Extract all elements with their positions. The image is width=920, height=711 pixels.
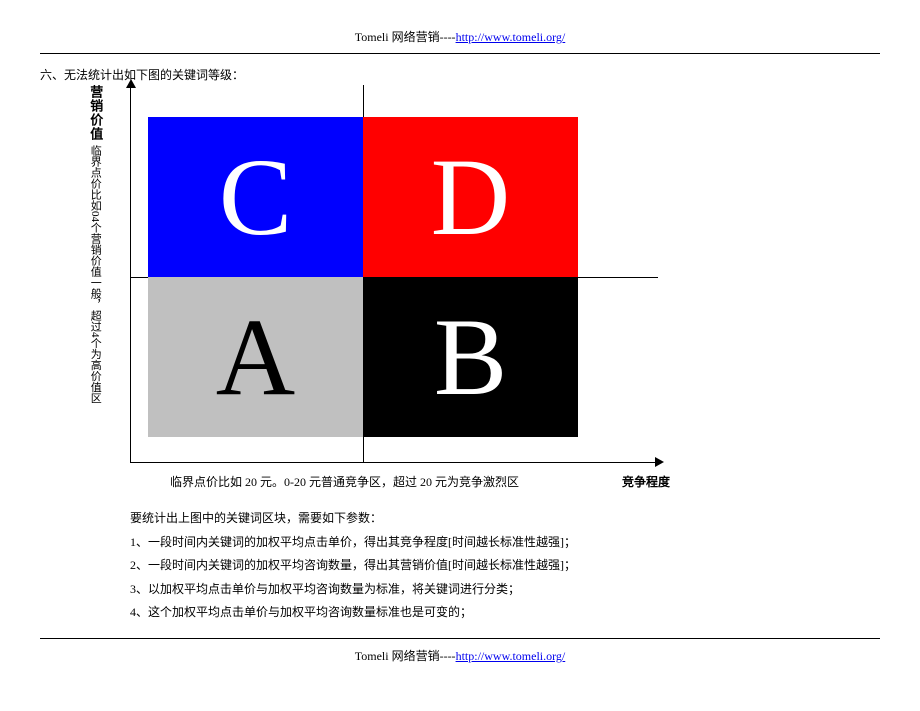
notes-item: 2、一段时间内关键词的加权平均咨询数量，得出其营销价值[时间越长标准性越强]； [130, 555, 880, 577]
footer-prefix: Tomeli 网络营销---- [355, 649, 456, 663]
footer-link[interactable]: http://www.tomeli.org/ [456, 649, 566, 663]
axes-box: C D A B [130, 93, 650, 463]
page-header: Tomeli 网络营销----http://www.tomeli.org/ [40, 28, 880, 45]
notes-item: 4、这个加权平均点击单价与加权平均咨询数量标准也是可变的； [130, 602, 880, 624]
y-axis-labels: 营销价值 临界点价比如04个营销价值一般，超过4个为高价值区 [88, 85, 102, 404]
quadrant-d: D [363, 117, 578, 277]
quadrant-chart: 营销价值 临界点价比如04个营销价值一般，超过4个为高价值区 C D A B 临… [130, 93, 670, 490]
x-axis-title: 竞争程度 [622, 473, 670, 490]
page-footer: Tomeli 网络营销----http://www.tomeli.org/ [40, 647, 880, 664]
y-axis-title: 营销价值 [88, 85, 102, 141]
x-axis-labels: 临界点价比如 20 元。0-20 元普通竞争区，超过 20 元为竞争激烈区 竞争… [170, 473, 670, 490]
section-title: 六、无法统计出如下图的关键词等级： [40, 66, 880, 83]
header-prefix: Tomeli 网络营销---- [355, 30, 456, 44]
footer-divider [40, 638, 880, 639]
y-axis-sublabel: 临界点价比如04个营销价值一般，超过4个为高价值区 [89, 145, 101, 404]
x-axis-arrow-icon [655, 457, 664, 467]
quadrant-c: C [148, 117, 363, 277]
header-divider [40, 53, 880, 54]
header-link[interactable]: http://www.tomeli.org/ [456, 30, 566, 44]
x-axis-line [130, 462, 658, 463]
notes-item: 3、以加权平均点击单价与加权平均咨询数量为标准，将关键词进行分类； [130, 579, 880, 601]
notes-item: 1、一段时间内关键词的加权平均点击单价，得出其竞争程度[时间越长标准性越强]； [130, 532, 880, 554]
quadrant-grid: C D A B [148, 117, 578, 437]
quadrant-b: B [363, 277, 578, 437]
notes-intro: 要统计出上图中的关键词区块，需要如下参数： [130, 508, 880, 530]
quadrant-a: A [148, 277, 363, 437]
notes-block: 要统计出上图中的关键词区块，需要如下参数： 1、一段时间内关键词的加权平均点击单… [130, 508, 880, 624]
x-axis-sublabel: 临界点价比如 20 元。0-20 元普通竞争区，超过 20 元为竞争激烈区 [170, 473, 519, 490]
y-axis-line [130, 85, 131, 463]
y-axis-arrow-icon [126, 79, 136, 88]
